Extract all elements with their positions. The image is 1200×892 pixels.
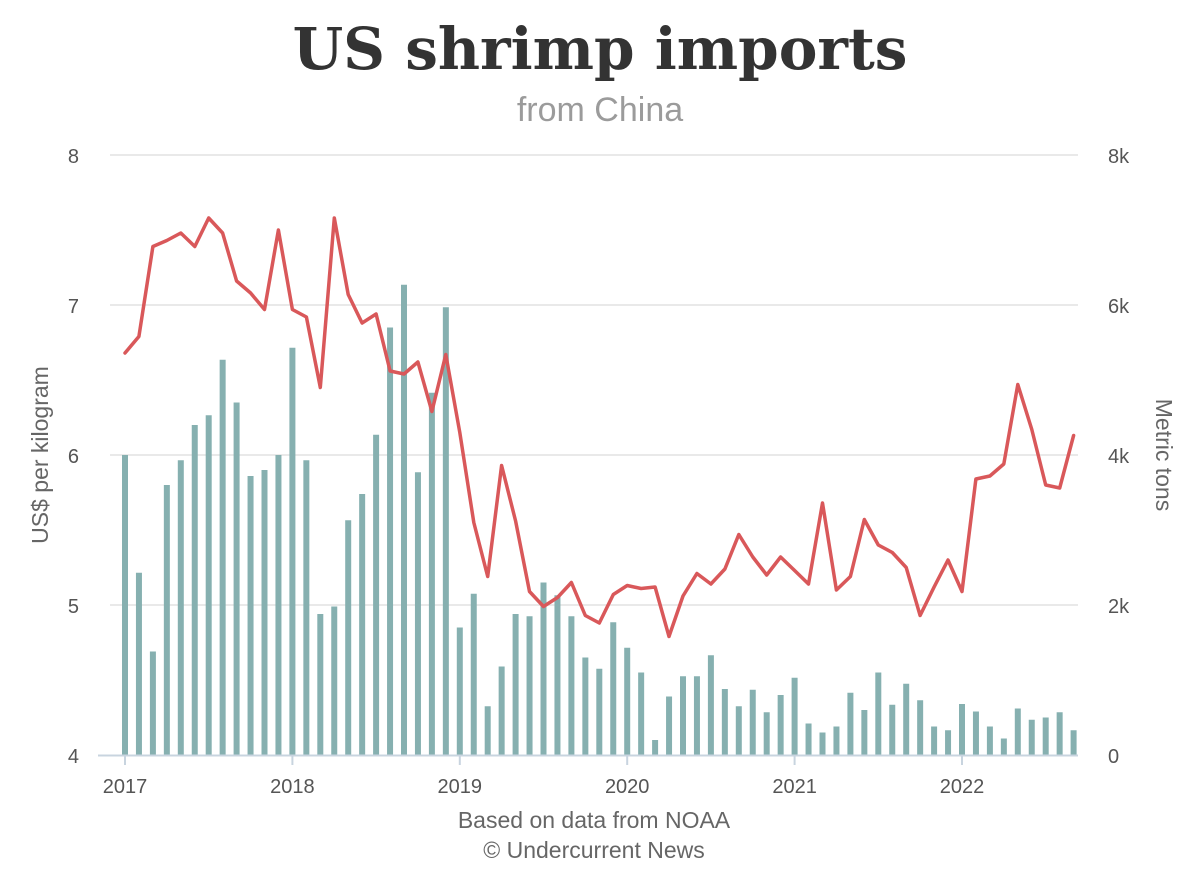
bar (805, 723, 812, 755)
bar (540, 582, 547, 755)
y-right-tick-label: 6k (1108, 296, 1130, 318)
bar (484, 706, 491, 755)
bar (666, 696, 673, 755)
bar (135, 572, 142, 755)
bar (373, 434, 380, 755)
bar (1042, 717, 1049, 755)
bar (847, 692, 854, 755)
bar (191, 425, 198, 755)
bar (875, 672, 882, 755)
bar (652, 740, 659, 755)
bar (582, 657, 589, 755)
bar (1014, 708, 1021, 755)
bar (1000, 738, 1007, 755)
bar (442, 307, 449, 755)
bar (735, 706, 742, 755)
bar (205, 415, 212, 755)
bar (122, 455, 128, 755)
bar (303, 460, 310, 755)
bar (289, 347, 296, 755)
bar (763, 712, 770, 755)
bar (1070, 730, 1077, 755)
bar (903, 683, 910, 755)
y-right-tick-label: 0 (1108, 746, 1119, 768)
bar (456, 627, 463, 755)
bar (414, 472, 421, 755)
bar (526, 616, 533, 755)
y-left-tick-label: 8 (68, 146, 79, 168)
bar (959, 704, 965, 755)
bar (177, 460, 184, 755)
bar (345, 520, 352, 755)
bar (861, 710, 868, 755)
y-left-tick-label: 4 (68, 746, 79, 768)
x-tick-label: 2022 (940, 776, 985, 798)
y-left-tick-label: 7 (68, 296, 79, 318)
x-tick-label: 2018 (270, 776, 315, 798)
bar (387, 327, 394, 755)
bar (624, 647, 631, 755)
x-tick-label: 2019 (438, 776, 483, 798)
bar (149, 651, 156, 755)
bar (233, 402, 240, 755)
bar (401, 284, 407, 755)
bar (317, 614, 324, 755)
bar (554, 595, 561, 755)
x-tick-label: 2017 (103, 776, 148, 798)
bar (470, 593, 477, 755)
bar (261, 470, 268, 755)
bar (247, 476, 254, 755)
bar (721, 689, 728, 755)
bar (1056, 712, 1063, 755)
bar (749, 689, 756, 755)
chart-subtitle: from China (516, 91, 684, 129)
y-right-tick-label: 8k (1108, 146, 1130, 168)
bar (972, 711, 979, 755)
bar (707, 655, 714, 755)
chart-title: US shrimp imports (292, 15, 908, 83)
y-axis-right-label: Metric tons (1151, 399, 1177, 511)
credit-caption: © Undercurrent News (483, 837, 705, 863)
y-right-tick-label: 2k (1108, 596, 1130, 618)
bar (219, 359, 226, 755)
bar (596, 668, 603, 755)
bar (986, 726, 993, 755)
x-tick-label: 2020 (605, 776, 650, 798)
bar (833, 726, 840, 755)
bar (931, 726, 938, 755)
bar (680, 676, 686, 755)
bar (917, 700, 924, 755)
bar (1028, 719, 1035, 755)
bar (428, 392, 435, 755)
price-line (123, 216, 1076, 639)
bar (610, 622, 617, 755)
bar (359, 494, 366, 755)
bar (819, 732, 826, 755)
y-axis-left-label: US$ per kilogram (27, 366, 53, 544)
bar (163, 485, 170, 755)
bar (331, 606, 338, 755)
bar (693, 676, 700, 755)
bar (512, 614, 519, 755)
bar (791, 677, 798, 755)
bar (945, 730, 952, 755)
x-tick-label: 2021 (772, 776, 817, 798)
bar (498, 666, 505, 755)
bar (568, 616, 575, 755)
y-left-tick-label: 6 (68, 446, 79, 468)
bar (777, 695, 784, 755)
y-left-tick-label: 5 (68, 596, 79, 618)
y-right-tick-label: 4k (1108, 446, 1130, 468)
bar (275, 455, 282, 755)
bar (889, 704, 896, 755)
bar (638, 672, 645, 755)
source-caption: Based on data from NOAA (457, 807, 731, 833)
